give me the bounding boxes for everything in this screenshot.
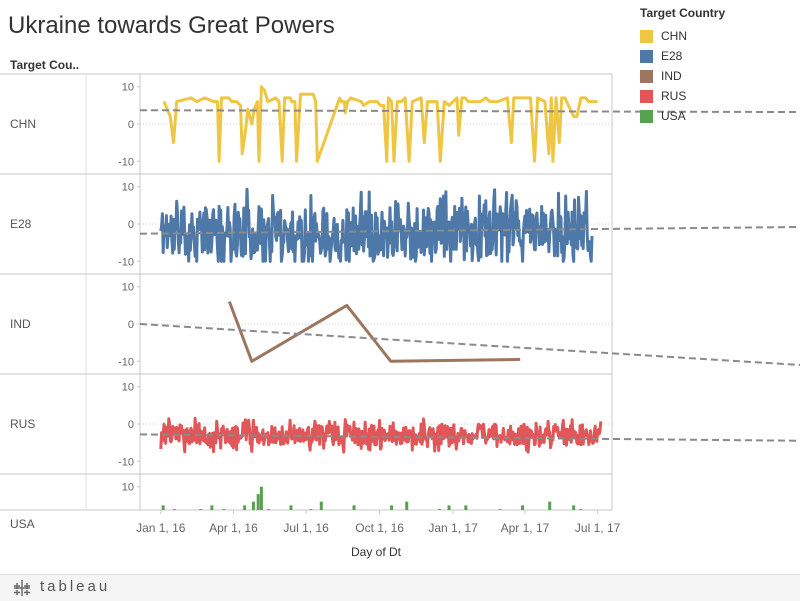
- x-tick-label: Jul 1, 16: [283, 521, 329, 535]
- panel-row-label: CHN: [10, 117, 36, 131]
- y-tick-label: 10: [122, 282, 134, 294]
- y-tick-label: 10: [122, 382, 134, 394]
- y-tick-label: 0: [128, 419, 134, 431]
- y-tick-label: -10: [118, 156, 134, 168]
- series-bar-usa: [572, 505, 576, 510]
- y-axis-title: Avg. Goldstein S..: [94, 176, 108, 272]
- series-line-rus: [159, 416, 603, 454]
- legend-title: Target Country: [640, 6, 726, 20]
- x-tick-label: Jan 1, 16: [136, 521, 186, 535]
- legend-label: CHN: [661, 29, 687, 43]
- legend-label: E28: [661, 49, 683, 63]
- series-bar-usa: [267, 509, 271, 510]
- series-line-chn: [162, 85, 598, 163]
- y-tick-label: 10: [122, 182, 134, 194]
- series-bar-usa: [579, 509, 583, 510]
- y-axis-title: Avg. Goldstein S..: [94, 376, 108, 472]
- series-bar-usa: [222, 509, 226, 510]
- legend-label: IND: [661, 69, 682, 83]
- x-tick-label: Apr 1, 16: [209, 521, 258, 535]
- series-bar-usa: [464, 505, 468, 510]
- legend-swatch: [640, 29, 653, 43]
- trend-line: [139, 109, 800, 114]
- trend-line: [139, 225, 800, 235]
- x-axis-title: Day of Dt: [351, 545, 402, 559]
- panel-content: [159, 416, 603, 454]
- y-tick-label: -10: [118, 256, 134, 268]
- panel-content: [162, 85, 598, 163]
- legend-item-rus[interactable]: RUS: [640, 86, 725, 106]
- series-bar-usa: [161, 505, 165, 510]
- y-tick-label: 10: [122, 82, 134, 94]
- y-axis-title: Avg. Goldstein S..: [94, 76, 108, 172]
- panel-rus: RUS Avg. Goldstein S.. 10 0 -10: [0, 374, 800, 475]
- legend-item-usa[interactable]: USA: [640, 106, 725, 126]
- y-tick-label: 0: [128, 219, 134, 231]
- footer-bar: tableau: [0, 574, 800, 601]
- y-tick-label: -10: [118, 356, 134, 368]
- legend-swatch: [640, 89, 653, 103]
- series-bar-usa: [352, 505, 356, 510]
- y-axis-title: Avg. Goldstein S..: [94, 476, 108, 572]
- legend-swatch: [640, 69, 653, 83]
- legend-item-e28[interactable]: E28: [640, 46, 725, 66]
- trend-line: [139, 433, 800, 442]
- x-tick-label: Apr 1, 17: [501, 521, 550, 535]
- y-tick-label: 10: [122, 482, 134, 494]
- panel-chn: CHN Avg. Goldstein S.. 10 0 -10: [0, 74, 800, 175]
- series-bar-usa: [390, 505, 394, 510]
- panel-content: [161, 486, 583, 510]
- legend-item-chn[interactable]: CHN: [640, 26, 725, 46]
- x-tick-label: Jan 1, 17: [428, 521, 478, 535]
- series-bar-usa: [251, 501, 255, 510]
- panel-ind: IND Avg. Goldstein S.. 10 0 -10: [0, 274, 800, 375]
- legend-label: USA: [661, 109, 686, 123]
- panel-content: [227, 301, 521, 363]
- series-bar-usa: [210, 505, 214, 510]
- series-bar-usa: [172, 509, 176, 510]
- y-tick-label: 0: [128, 119, 134, 131]
- y-axis-title: Avg. Goldstein S..: [94, 276, 108, 372]
- series-line-e28: [159, 187, 594, 263]
- series-bar-usa: [243, 505, 247, 510]
- legend-swatch: [640, 109, 653, 123]
- series-bar-usa: [199, 509, 203, 510]
- series-bar-usa: [405, 501, 409, 510]
- trend-line: [139, 323, 800, 366]
- panel-row-label: E28: [10, 217, 32, 231]
- series-bar-usa: [521, 505, 525, 510]
- series-bar-usa: [447, 505, 451, 510]
- y-tick-label: -10: [118, 456, 134, 468]
- series-bar-usa: [498, 509, 502, 510]
- chart-area: CHN Avg. Goldstein S.. 10 0 -10 E28 Avg. Golds…: [0, 73, 800, 572]
- series-bar-usa: [548, 501, 552, 510]
- x-tick-label: Oct 1, 16: [355, 521, 404, 535]
- x-tick-label: Jul 1, 17: [575, 521, 621, 535]
- legend-item-ind[interactable]: IND: [640, 66, 725, 86]
- tableau-brand-text[interactable]: tableau: [40, 578, 111, 595]
- series-bar-usa: [319, 501, 323, 510]
- y-tick-label: 0: [128, 319, 134, 331]
- tableau-logo-icon: [14, 580, 30, 596]
- legend-label: RUS: [661, 89, 687, 103]
- panel-row-label: RUS: [10, 417, 35, 431]
- row-header: Target Cou..: [10, 58, 80, 72]
- series-bar-usa: [437, 509, 441, 510]
- chart-title: Ukraine towards Great Powers: [8, 12, 335, 39]
- panel-e28: E28 Avg. Goldstein S.. 10 0 -10: [0, 174, 800, 275]
- series-bar-usa: [289, 505, 293, 510]
- panel-row-label: IND: [10, 317, 31, 331]
- legend-swatch: [640, 49, 653, 63]
- series-bar-usa: [256, 494, 260, 510]
- series-bar-usa: [309, 509, 313, 510]
- legend: Target Country CHN E28 IND RUS USA: [640, 6, 725, 126]
- series-line-ind: [227, 301, 521, 363]
- panel-content: [159, 187, 594, 263]
- series-bar-usa: [259, 486, 263, 510]
- panel-row-label: USA: [10, 517, 35, 531]
